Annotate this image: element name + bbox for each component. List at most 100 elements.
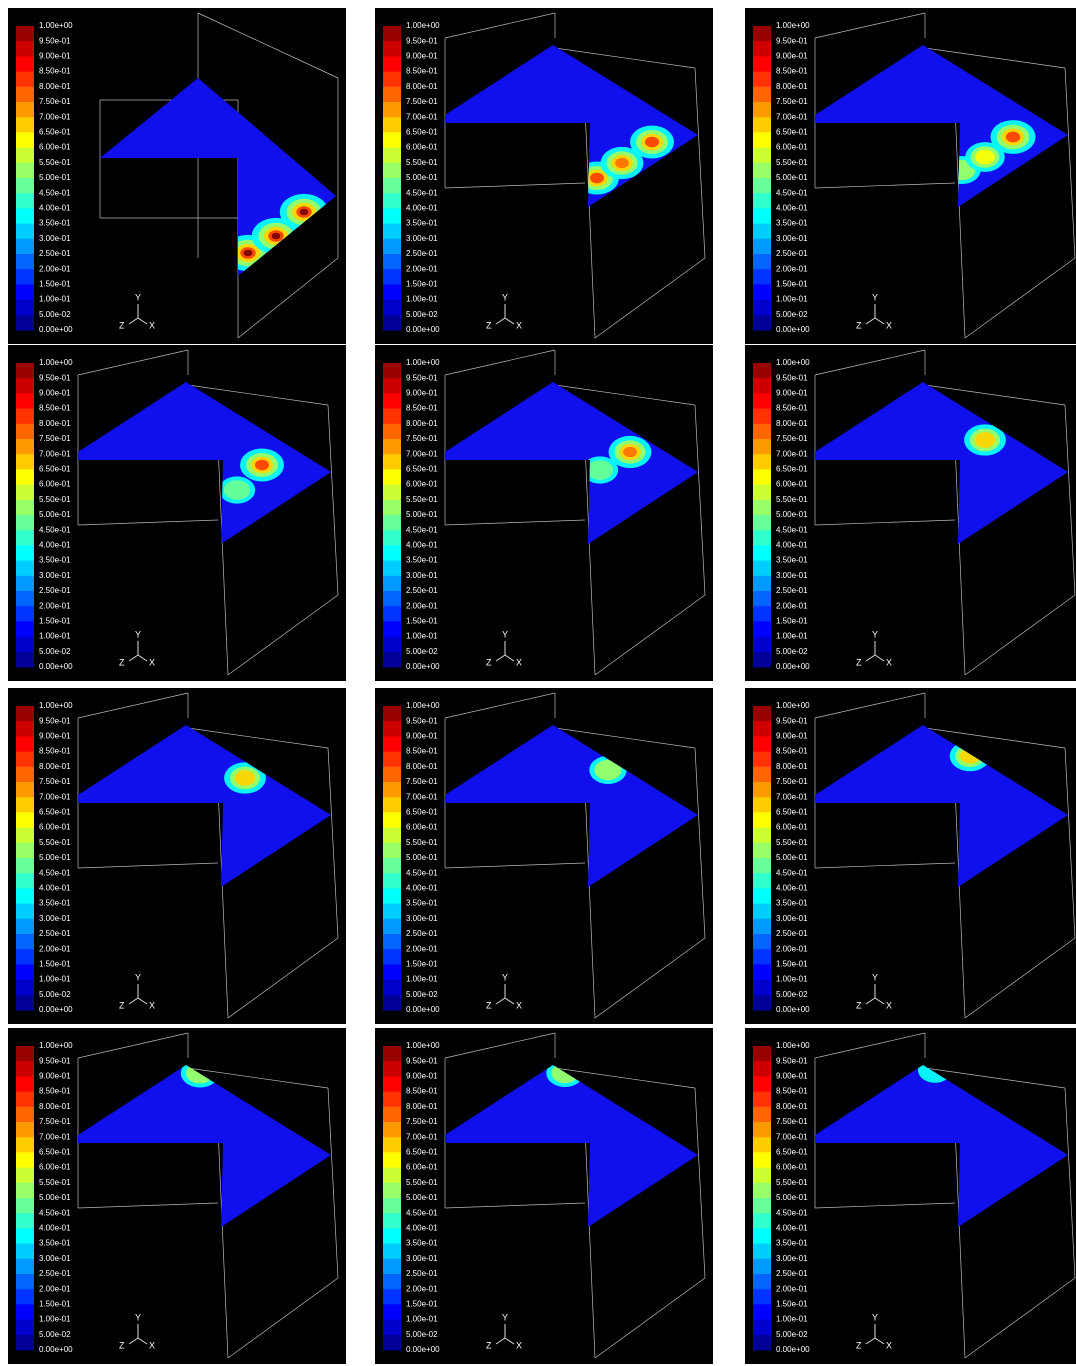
colorbar-label: 7.50e-01 — [39, 777, 71, 786]
colorbar-label: 2.00e-01 — [39, 944, 71, 953]
colorbar-band — [16, 148, 34, 164]
triad-label-y: Y — [502, 292, 508, 302]
hotspot-contour — [615, 158, 629, 168]
triad-label-x: X — [149, 657, 155, 667]
triad-label-x: X — [886, 320, 892, 330]
colorbar-label: 3.50e-01 — [776, 219, 808, 228]
colorbar-label: 2.00e-01 — [39, 601, 71, 610]
colorbar-band — [383, 117, 401, 133]
colorbar-band — [16, 888, 34, 904]
colorbar-label: 8.50e-01 — [776, 67, 808, 76]
colorbar-band — [383, 888, 401, 904]
colorbar-band — [753, 1061, 771, 1077]
colorbar-band — [753, 949, 771, 965]
colorbar-band — [753, 767, 771, 783]
triad-label-y: Y — [872, 1312, 878, 1322]
colorbar-band — [383, 1137, 401, 1153]
colorbar-label: 7.50e-01 — [776, 1117, 808, 1126]
colorbar-band — [16, 1061, 34, 1077]
triad-label-y: Y — [135, 972, 141, 982]
colorbar-label: 6.00e-01 — [406, 823, 438, 832]
colorbar-label: 9.00e-01 — [39, 732, 71, 741]
colorbar-label: 3.50e-01 — [406, 899, 438, 908]
colorbar-label: 3.50e-01 — [406, 556, 438, 565]
colorbar-label: 4.50e-01 — [776, 1208, 808, 1217]
colorbar-label: 3.00e-01 — [39, 234, 71, 243]
colorbar-label: 8.00e-01 — [776, 419, 808, 428]
colorbar-band — [16, 1228, 34, 1244]
colorbar-label: 8.00e-01 — [39, 82, 71, 91]
colorbar-label: 2.00e-01 — [406, 944, 438, 953]
hotspot-contour — [244, 250, 253, 257]
colorbar-label: 5.00e-02 — [776, 310, 808, 319]
colorbar-band — [753, 964, 771, 980]
colorbar-band — [16, 485, 34, 501]
colorbar-label: 8.50e-01 — [39, 1087, 71, 1096]
colorbar-band — [16, 873, 34, 889]
colorbar-label: 1.50e-01 — [39, 960, 71, 969]
colorbar-label: 8.00e-01 — [406, 419, 438, 428]
colorbar-label: 6.00e-01 — [776, 143, 808, 152]
colorbar-band — [16, 1076, 34, 1092]
panel: 1.00e+009.50e-019.00e-018.50e-018.00e-01… — [8, 8, 346, 344]
colorbar-label: 1.50e-01 — [39, 280, 71, 289]
colorbar-band — [753, 102, 771, 118]
colorbar-band — [753, 1076, 771, 1092]
colorbar-band — [383, 254, 401, 270]
colorbar-band — [383, 485, 401, 501]
colorbar-band — [16, 224, 34, 240]
colorbar-label: 0.00e+00 — [406, 325, 440, 334]
colorbar-label: 9.50e-01 — [39, 36, 71, 45]
colorbar-label: 5.00e-01 — [406, 173, 438, 182]
colorbar-band — [753, 500, 771, 516]
colorbar-label: 8.00e-01 — [776, 762, 808, 771]
colorbar-band — [753, 530, 771, 546]
colorbar-band — [16, 1244, 34, 1260]
colorbar-label: 3.00e-01 — [39, 571, 71, 580]
colorbar-band — [16, 767, 34, 783]
colorbar-band — [16, 1274, 34, 1290]
triad-label-y: Y — [135, 629, 141, 639]
hotspot-contour — [272, 233, 281, 240]
colorbar-label: 1.00e-01 — [776, 1315, 808, 1324]
triad-label-z: Z — [856, 1000, 862, 1010]
triad-label-y: Y — [872, 972, 878, 982]
colorbar-band — [383, 393, 401, 409]
colorbar-band — [753, 1046, 771, 1062]
colorbar-band — [16, 980, 34, 996]
colorbar-label: 6.00e-01 — [776, 1163, 808, 1172]
colorbar-label: 8.00e-01 — [39, 762, 71, 771]
colorbar-band — [753, 1244, 771, 1260]
colorbar-label: 1.00e+00 — [776, 21, 810, 30]
colorbar-label: 8.50e-01 — [776, 1087, 808, 1096]
colorbar-label: 5.00e-01 — [776, 173, 808, 182]
triad-label-y: Y — [502, 1312, 508, 1322]
colorbar-label: 7.50e-01 — [406, 434, 438, 443]
colorbar-label: 8.50e-01 — [776, 747, 808, 756]
colorbar-band — [753, 378, 771, 394]
colorbar-band — [753, 873, 771, 889]
colorbar-band — [16, 652, 34, 668]
colorbar-label: 9.00e-01 — [776, 1072, 808, 1081]
colorbar-label: 5.50e-01 — [39, 158, 71, 167]
colorbar-label: 3.50e-01 — [776, 1239, 808, 1248]
colorbar-label: 3.00e-01 — [406, 571, 438, 580]
colorbar-label: 9.50e-01 — [406, 1056, 438, 1065]
colorbar-label: 5.00e-01 — [39, 1193, 71, 1202]
colorbar-band — [16, 1137, 34, 1153]
colorbar-label: 6.00e-01 — [406, 143, 438, 152]
colorbar-band — [383, 1061, 401, 1077]
triad-label-z: Z — [486, 1340, 492, 1350]
colorbar-label: 5.00e-01 — [406, 510, 438, 519]
colorbar-band — [383, 1198, 401, 1214]
colorbar-band — [753, 56, 771, 72]
colorbar-label: 6.50e-01 — [406, 465, 438, 474]
colorbar-band — [16, 706, 34, 722]
colorbar-band — [753, 591, 771, 607]
colorbar-band — [383, 995, 401, 1011]
colorbar-label: 3.50e-01 — [406, 1239, 438, 1248]
triad-label-y: Y — [502, 629, 508, 639]
colorbar-label: 6.50e-01 — [406, 1148, 438, 1157]
colorbar-label: 4.50e-01 — [776, 868, 808, 877]
colorbar-label: 1.00e-01 — [776, 295, 808, 304]
